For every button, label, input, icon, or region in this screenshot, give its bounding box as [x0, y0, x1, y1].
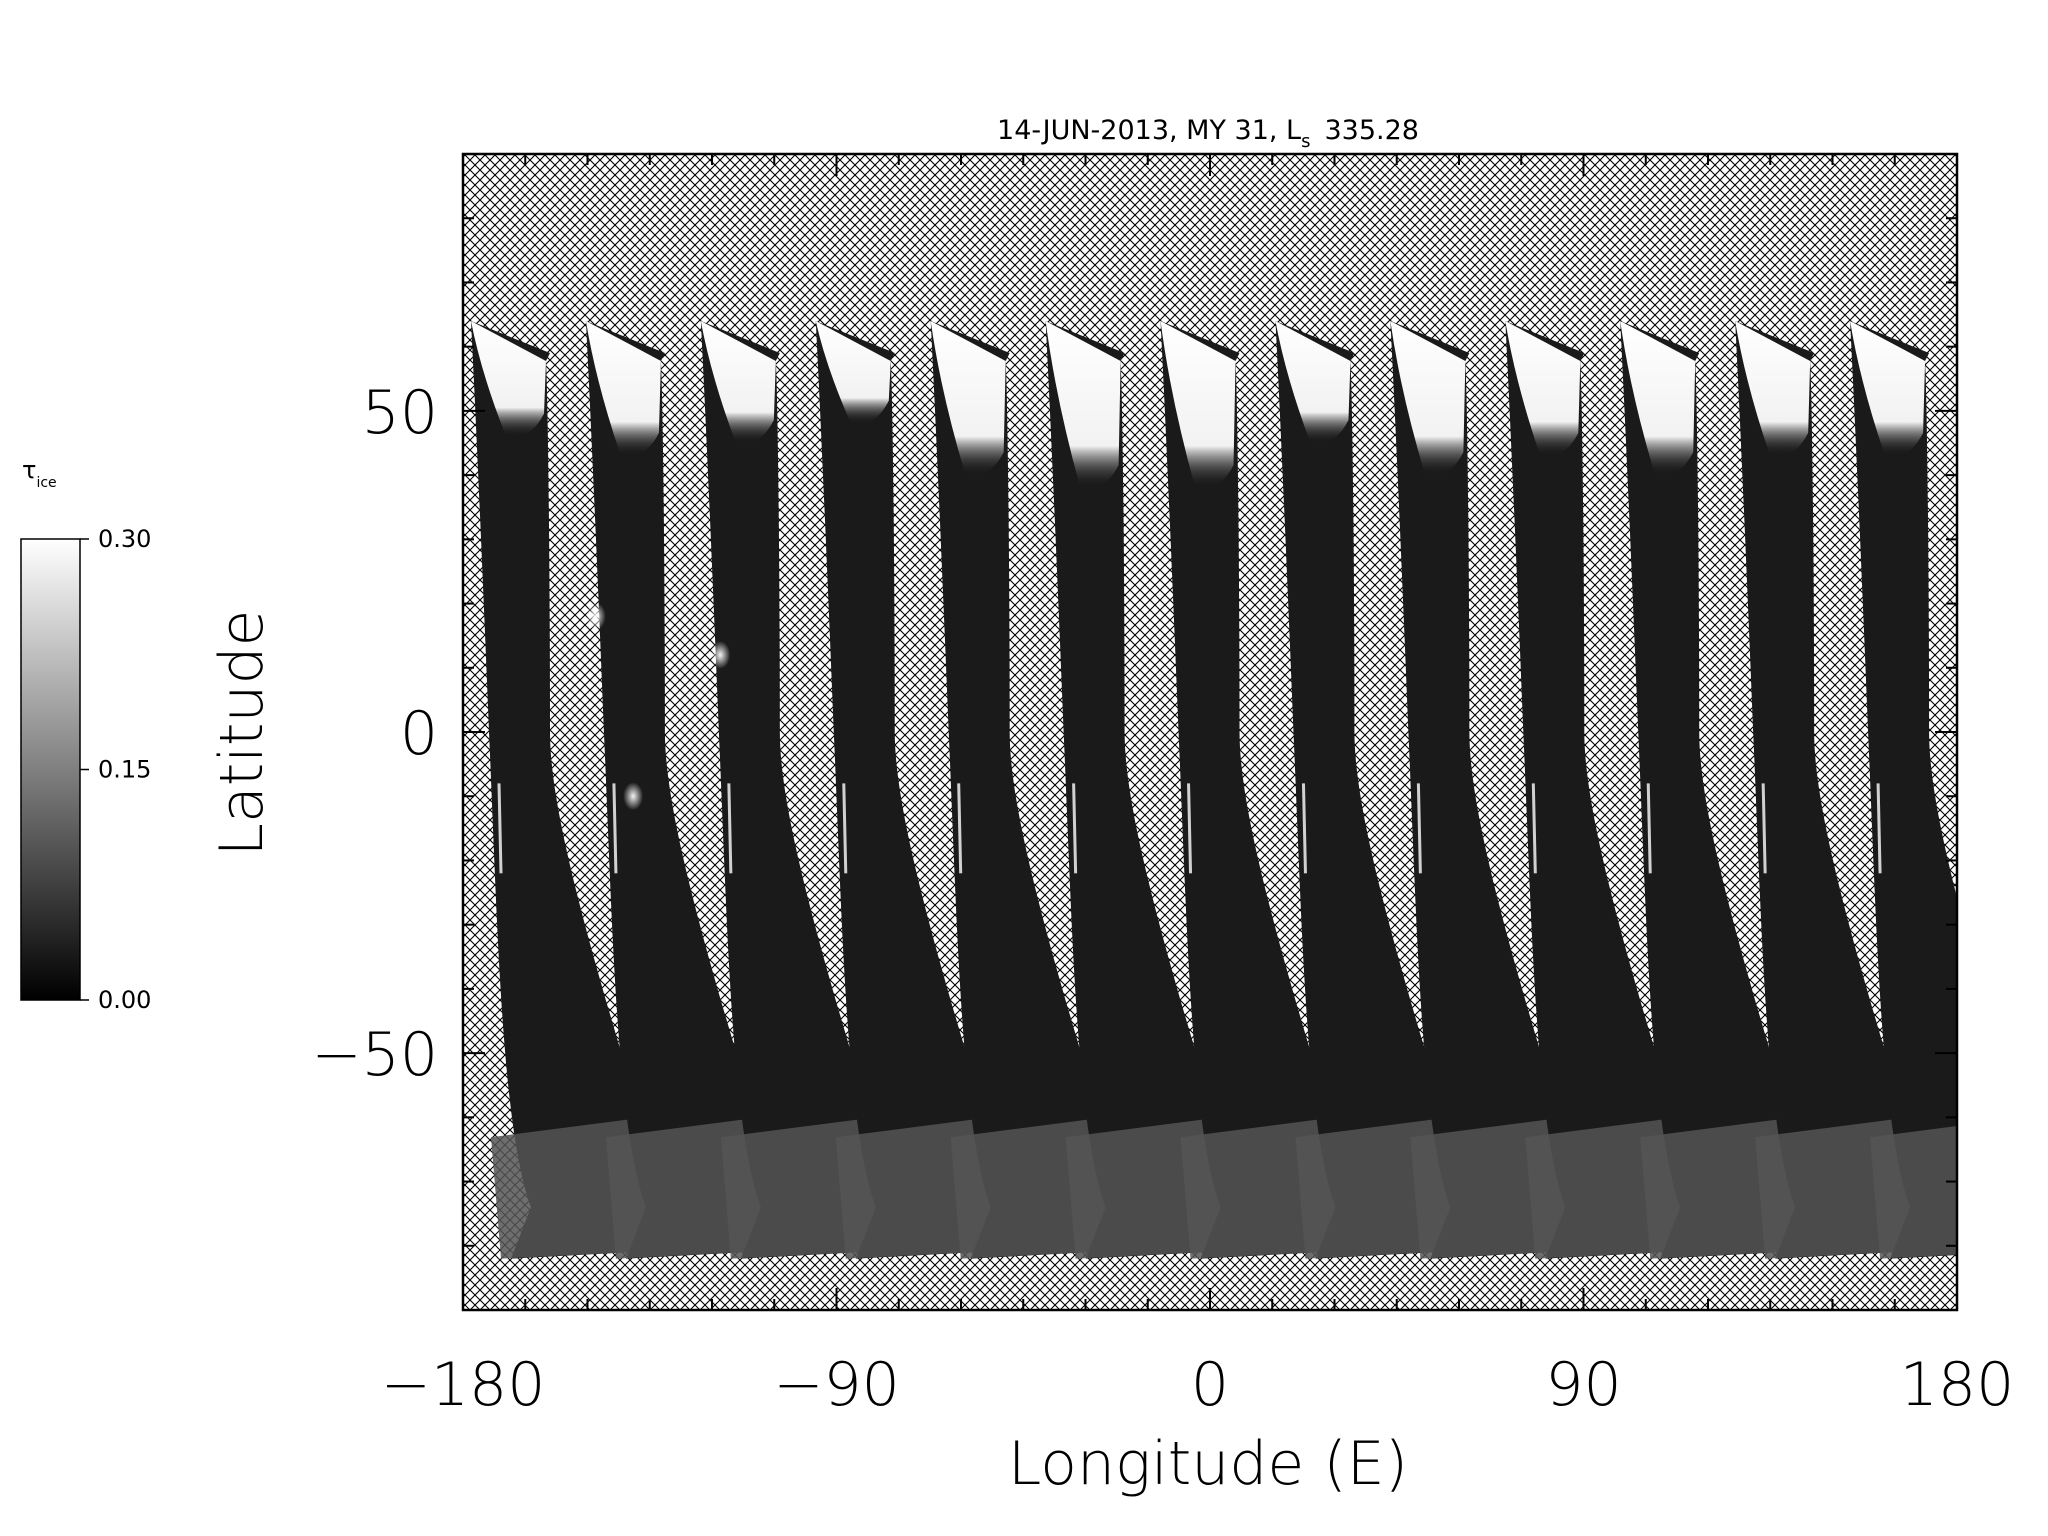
swath-north-hood — [1160, 320, 1236, 488]
swath-dropout — [842, 783, 848, 874]
swath-body — [1735, 320, 1957, 1259]
swath-body — [471, 320, 696, 1259]
colorbar-symbol: τ — [22, 456, 36, 484]
y-axis-title: Latitude — [207, 610, 277, 857]
swath-dropout — [727, 783, 733, 874]
swath-north-hood — [930, 320, 1006, 475]
chart-title: 14-JUN-2013, MY 31, Ls 335.28 — [997, 115, 1419, 152]
swath-body — [815, 320, 1041, 1259]
swath-body — [1390, 320, 1616, 1259]
swath-body — [1505, 320, 1731, 1259]
swath-north-hood — [585, 320, 661, 456]
swath-dropout — [1531, 783, 1537, 874]
swath-dropout — [1072, 783, 1078, 874]
x-tick-label: 180 — [1900, 1350, 2015, 1420]
cloud-spot-3 — [710, 640, 731, 669]
swath-body — [1620, 320, 1846, 1259]
swath-dropout — [957, 783, 963, 874]
colorbar-tick-label: 0.15 — [98, 756, 151, 784]
swath-body — [1275, 320, 1501, 1259]
swath-dropout — [1416, 783, 1422, 874]
swath-dropout — [1301, 783, 1307, 874]
colorbar-gradient — [20, 538, 81, 1001]
swath-north-hood — [1505, 320, 1581, 456]
y-tick-label: −50 — [311, 1020, 438, 1090]
colorbar-symbol-subscript: ice — [36, 475, 56, 491]
swath-body — [700, 320, 926, 1259]
swath-body — [1045, 320, 1271, 1259]
x-axis-title: Longitude (E) — [1008, 1429, 1408, 1499]
cloud-spot-1 — [585, 602, 606, 631]
high-opacity-spots — [585, 602, 731, 811]
swath-north-hood — [1735, 320, 1811, 456]
title-value: 335.28 — [1325, 115, 1419, 146]
x-tick-label: 90 — [1545, 1350, 1621, 1420]
plot-area — [461, 152, 1959, 1312]
swath-dropout — [1761, 783, 1767, 874]
title-subscript: s — [1301, 131, 1310, 152]
colorbar-tick-label: 0.00 — [98, 986, 151, 1014]
swath-body — [930, 320, 1156, 1259]
swath-north-hood — [1045, 320, 1121, 488]
swath-north-hood — [1850, 320, 1926, 456]
swath-dropout — [497, 783, 503, 874]
swath-dropout — [1187, 783, 1193, 874]
swath-dropout — [1646, 783, 1652, 874]
swath-north-hood — [1620, 320, 1696, 475]
y-tick-labels: −50 0 50 — [311, 378, 438, 1090]
swath-north-hood — [1275, 320, 1351, 443]
swath-south-polar — [1870, 1126, 1957, 1259]
swath-body — [1850, 320, 1957, 1259]
cloud-spot-2 — [623, 782, 644, 811]
colorbar-title: τice — [22, 456, 57, 491]
swath-body — [1160, 320, 1386, 1259]
swath-dropout — [1876, 783, 1882, 874]
colorbar-ticks: 0.00 0.15 0.30 — [80, 525, 151, 1014]
swath-12 — [1735, 320, 1957, 1259]
swath-13 — [1850, 320, 1957, 1259]
x-tick-label: 0 — [1191, 1350, 1229, 1420]
swath-north-hood — [1390, 320, 1466, 475]
title-main: 14-JUN-2013, MY 31, L — [997, 115, 1301, 146]
colorbar: τice 0.00 0.15 0.30 — [20, 456, 151, 1014]
swath-layer — [471, 320, 1957, 1259]
y-tick-label: 50 — [362, 378, 438, 448]
swath-north-hood — [471, 320, 546, 437]
axis-ticks — [462, 153, 1958, 1311]
x-tick-label: −90 — [773, 1350, 900, 1420]
swath-north-hood — [700, 320, 776, 443]
swath-north-hood — [815, 320, 891, 424]
colorbar-tick-label: 0.30 — [98, 525, 151, 553]
x-tick-label: −180 — [381, 1350, 546, 1420]
swath-body — [585, 320, 811, 1259]
swath-dropout — [612, 783, 618, 874]
x-tick-labels: −180 −90 0 90 180 — [381, 1350, 2015, 1420]
y-tick-label: 0 — [400, 699, 438, 769]
